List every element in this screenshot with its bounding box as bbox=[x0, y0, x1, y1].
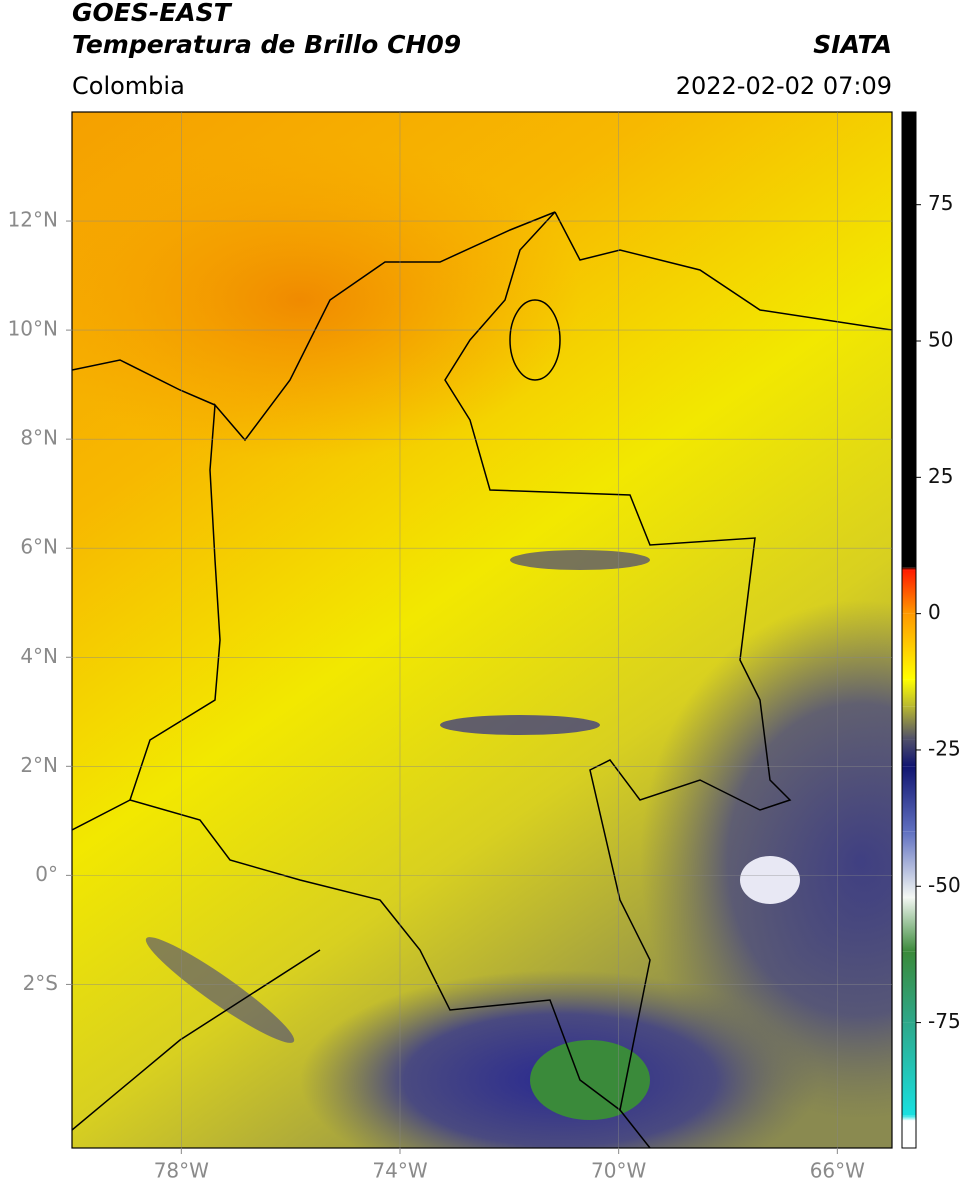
datetime: 2022-02-02 07:09 bbox=[676, 72, 892, 100]
colorbar-label: 0 bbox=[928, 600, 941, 624]
y-tick-label: 4°N bbox=[20, 644, 58, 668]
x-tick-label: 66°W bbox=[810, 1159, 865, 1183]
colorbar-label: 50 bbox=[928, 328, 953, 352]
region: Colombia bbox=[72, 72, 185, 100]
x-tick-label: 74°W bbox=[372, 1159, 427, 1183]
colorbar-label: -75 bbox=[928, 1009, 961, 1033]
colorbar-segment bbox=[902, 570, 916, 614]
map-frame bbox=[71, 111, 893, 1149]
y-tick-label: 2°N bbox=[20, 753, 58, 777]
satellite-image bbox=[72, 112, 892, 1148]
colorbar-label: 25 bbox=[928, 464, 953, 488]
title: GOES-EAST bbox=[72, 0, 233, 27]
source: SIATA bbox=[813, 30, 892, 59]
colorbar-label: 75 bbox=[928, 191, 953, 215]
y-tick-label: 8°N bbox=[20, 426, 58, 450]
y-tick-label: 12°N bbox=[8, 208, 58, 232]
y-tick-label: 2°S bbox=[23, 971, 58, 995]
x-tick-label: 78°W bbox=[154, 1159, 209, 1183]
colorbar-label: -25 bbox=[928, 736, 961, 760]
colorbar-segment bbox=[902, 766, 916, 832]
colorbar-label: -50 bbox=[928, 873, 961, 897]
colorbar-segment bbox=[902, 951, 916, 1023]
colorbar-segment bbox=[902, 1115, 916, 1121]
colorbar-segment bbox=[902, 1022, 916, 1116]
subtitle: Temperatura de Brillo CH09 bbox=[72, 30, 461, 59]
colorbar-segment bbox=[902, 567, 916, 571]
colorbar-segment bbox=[902, 679, 916, 707]
colorbar-segment bbox=[902, 831, 916, 898]
y-tick-label: 10°N bbox=[8, 317, 58, 341]
colorbar-segment bbox=[902, 897, 916, 952]
y-tick-label: 0° bbox=[35, 862, 58, 886]
y-tick-label: 6°N bbox=[20, 535, 58, 559]
colorbar-segment bbox=[902, 613, 916, 680]
colorbar-segment bbox=[902, 1120, 916, 1148]
colorbar-segment bbox=[902, 739, 916, 767]
x-tick-label: 70°W bbox=[591, 1159, 646, 1183]
colorbar-segment bbox=[902, 112, 916, 568]
colorbar-segment bbox=[902, 706, 916, 740]
colorbar-frame bbox=[901, 111, 917, 1149]
